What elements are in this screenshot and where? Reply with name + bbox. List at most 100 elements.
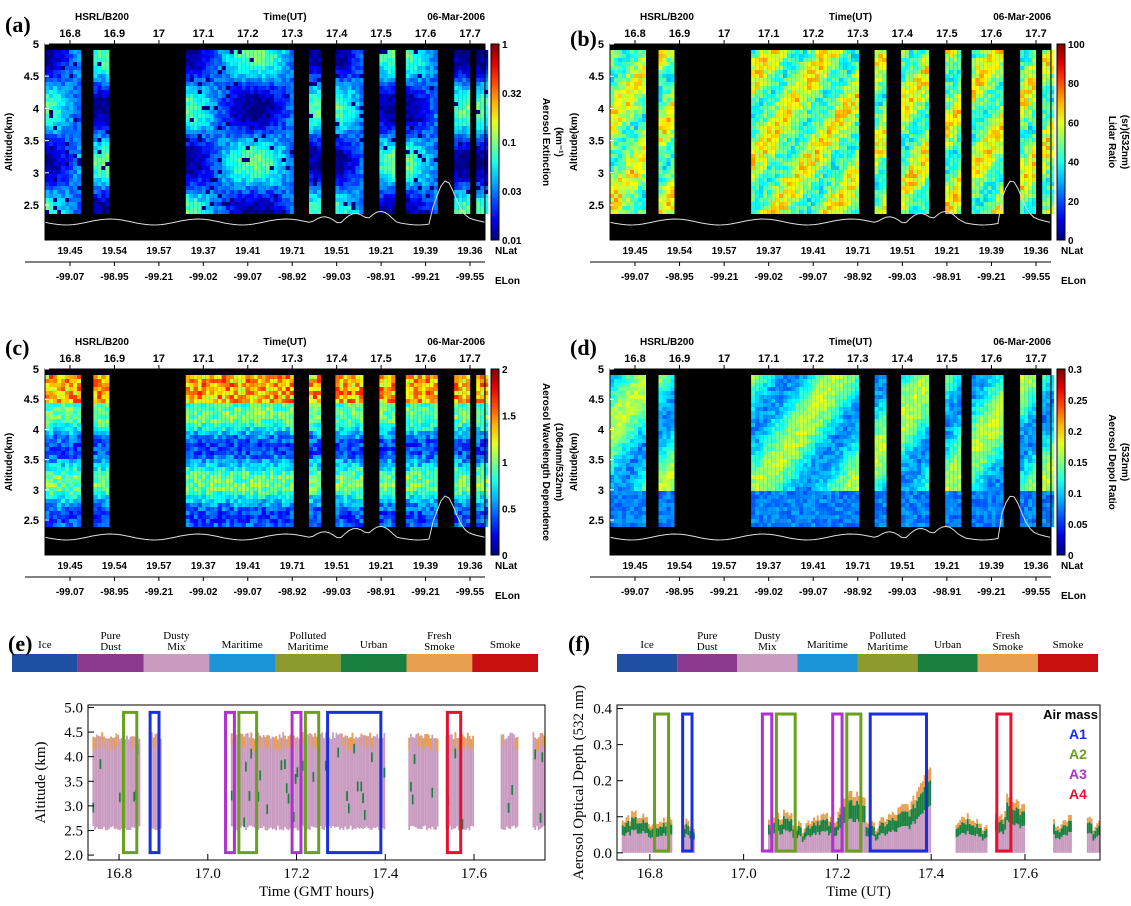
- lidar-pixel: [355, 154, 359, 158]
- lidar-pixel: [799, 130, 803, 134]
- lidar-pixel: [230, 162, 234, 166]
- lidar-pixel: [875, 166, 879, 170]
- lidar-pixel: [383, 90, 387, 94]
- lidar-pixel: [921, 174, 925, 178]
- lidar-pixel: [803, 186, 807, 190]
- lidar-pixel: [206, 178, 210, 182]
- lidar-pixel: [278, 138, 282, 142]
- lidar-pixel: [913, 114, 917, 118]
- lidar-pixel: [379, 206, 383, 210]
- lidar-pixel: [242, 130, 246, 134]
- lidar-pixel: [434, 178, 438, 182]
- lidar-pixel: [73, 170, 77, 174]
- lidar-pixel: [883, 154, 887, 158]
- lidar-pixel: [763, 174, 767, 178]
- lidar-pixel: [779, 98, 783, 102]
- lidar-pixel: [622, 174, 626, 178]
- lidar-pixel: [343, 110, 347, 114]
- lidar-pixel: [791, 110, 795, 114]
- lidar-pixel: [313, 62, 317, 66]
- lidar-pixel: [454, 210, 458, 214]
- lidar-pixel: [642, 154, 646, 158]
- lidar-pixel: [270, 90, 274, 94]
- lidar-pixel: [831, 154, 835, 158]
- lidar-pixel: [347, 66, 351, 70]
- lidar-pixel: [827, 146, 831, 150]
- lidar-pixel: [663, 194, 667, 198]
- lidar-pixel: [422, 206, 426, 210]
- lidar-pixel: [190, 166, 194, 170]
- lidar-pixel: [226, 54, 230, 58]
- lidar-pixel: [879, 178, 883, 182]
- lidar-pixel: [105, 126, 109, 130]
- lidar-pixel: [667, 150, 671, 154]
- lidar-pixel: [454, 158, 458, 162]
- lidar-pixel: [901, 110, 905, 114]
- lidar-pixel: [913, 106, 917, 110]
- lidar-pixel: [426, 62, 430, 66]
- lidar-pixel: [807, 54, 811, 58]
- lidar-pixel: [831, 114, 835, 118]
- lidar-pixel: [426, 182, 430, 186]
- lidar-pixel: [105, 98, 109, 102]
- lidar-pixel: [57, 190, 61, 194]
- lidar-pixel: [93, 118, 97, 122]
- lidar-pixel: [230, 82, 234, 86]
- lidar-pixel: [476, 134, 480, 138]
- lidar-pixel: [274, 134, 278, 138]
- lidar-pixel: [347, 90, 351, 94]
- lidar-pixel: [779, 102, 783, 106]
- lidar-pixel: [335, 138, 339, 142]
- lidar-pixel: [53, 50, 57, 54]
- lidar-pixel: [45, 190, 49, 194]
- lidar-pixel: [93, 194, 97, 198]
- lidar-pixel: [839, 62, 843, 66]
- lidar-pixel: [430, 54, 434, 58]
- lidar-pixel: [309, 98, 313, 102]
- lidar-pixel: [270, 190, 274, 194]
- lidar-pixel: [262, 110, 266, 114]
- lidar-pixel: [53, 110, 57, 114]
- lidar-pixel: [343, 62, 347, 66]
- lidar-pixel: [763, 66, 767, 70]
- lidar-pixel: [659, 194, 663, 198]
- lidar-pixel: [422, 198, 426, 202]
- lidar-pixel: [190, 126, 194, 130]
- lidar-pixel: [230, 86, 234, 90]
- lidar-pixel: [313, 174, 317, 178]
- lidar-pixel: [458, 118, 462, 122]
- lidar-pixel: [222, 154, 226, 158]
- lidar-pixel: [282, 90, 286, 94]
- lidar-pixel: [835, 110, 839, 114]
- lidar-pixel: [847, 130, 851, 134]
- lidar-pixel: [355, 110, 359, 114]
- lidar-pixel: [422, 170, 426, 174]
- lidar-pixel: [313, 202, 317, 206]
- lidar-pixel: [242, 98, 246, 102]
- lidar-pixel: [266, 166, 270, 170]
- lidar-pixel: [763, 110, 767, 114]
- lidar-pixel: [206, 106, 210, 110]
- lidar-pixel: [383, 182, 387, 186]
- lidar-pixel: [799, 122, 803, 126]
- lidar-pixel: [787, 66, 791, 70]
- lidar-pixel: [418, 62, 422, 66]
- lidar-pixel: [815, 98, 819, 102]
- lidar-pixel: [913, 62, 917, 66]
- lidar-pixel: [262, 198, 266, 202]
- lidar-pixel: [622, 138, 626, 142]
- lidar-pixel: [379, 110, 383, 114]
- lidar-pixel: [339, 78, 343, 82]
- lidar-pixel: [254, 118, 258, 122]
- lidar-pixel: [61, 166, 65, 170]
- lidar-pixel: [921, 74, 925, 78]
- lidar-pixel: [57, 186, 61, 190]
- lidar-pixel: [663, 102, 667, 106]
- lidar-pixel: [831, 206, 835, 210]
- lidar-pixel: [823, 154, 827, 158]
- lidar-pixel: [266, 110, 270, 114]
- lidar-pixel: [847, 174, 851, 178]
- lidar-pixel: [843, 174, 847, 178]
- lidar-pixel: [290, 94, 294, 98]
